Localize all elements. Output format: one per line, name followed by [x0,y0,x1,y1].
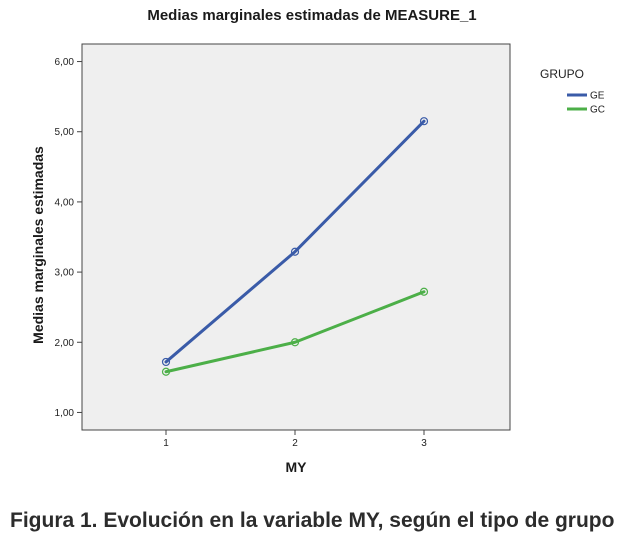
legend: GRUPO GE GC [540,67,605,116]
data-point-gc [419,287,429,296]
x-tick-label: 3 [421,438,427,449]
x-tick-label: 2 [292,438,298,449]
legend-label-gc: GC [590,105,605,116]
chart: Medias marginales estimadas de MEASURE_1… [30,7,605,475]
chart-title: Medias marginales estimadas de MEASURE_1 [147,7,476,24]
plot-area [81,43,511,431]
x-tick-label: 1 [163,438,169,449]
series-line-gc [164,290,426,374]
y-tick-label: 3,00 [55,268,75,279]
y-tick-label: 4,00 [55,197,75,208]
y-axis: 1,00 2,00 3,00 4,00 5,00 6,00 [55,57,82,419]
legend-label-ge: GE [590,91,605,102]
data-point-gc [290,338,300,347]
y-tick-label: 5,00 [55,127,75,138]
data-point-ge [290,247,300,256]
x-axis-title: MY [286,459,308,475]
data-point-ge [161,357,171,367]
series-line-ge [164,119,426,364]
y-tick-label: 2,00 [55,338,75,349]
series-layer [161,117,429,376]
legend-title: GRUPO [540,67,584,81]
y-tick-label: 6,00 [55,57,75,68]
data-point-gc [161,367,171,376]
x-axis: 1 2 3 [163,430,427,449]
y-axis-title: Medias marginales estimadas [30,146,46,344]
data-point-ge [419,117,429,126]
y-tick-label: 1,00 [55,408,75,419]
figure-caption: Figura 1. Evolución en la variable MY, s… [10,509,615,532]
